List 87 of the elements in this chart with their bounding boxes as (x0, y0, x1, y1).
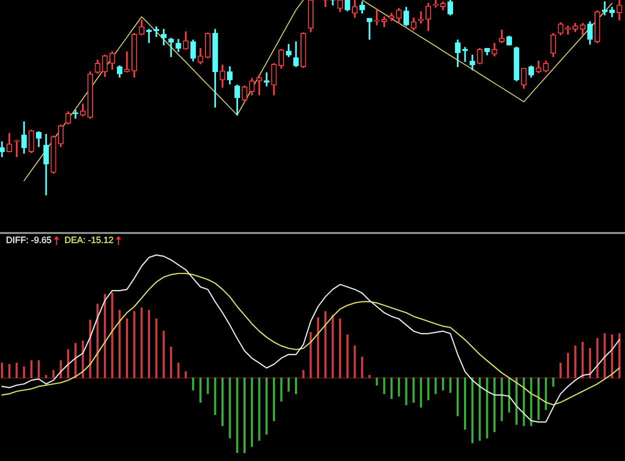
bar (486, 377, 488, 438)
bar (52, 370, 54, 378)
bar (449, 377, 452, 393)
bar (140, 307, 143, 378)
bar (192, 377, 194, 390)
candlestick (168, 38, 174, 58)
bar (30, 360, 32, 378)
bar (266, 377, 268, 435)
bar (228, 377, 231, 438)
bar (45, 375, 48, 378)
bar (288, 377, 290, 392)
bar (412, 377, 415, 403)
bar (244, 377, 246, 454)
bar (434, 377, 437, 394)
bar (361, 356, 364, 378)
bar (354, 346, 356, 378)
bar (258, 377, 260, 441)
bar (0, 362, 4, 378)
bar (376, 377, 378, 386)
bar (515, 377, 518, 425)
text: DIFF: -9.65 (6, 235, 52, 246)
bar (23, 366, 26, 378)
candlestick (418, 11, 424, 24)
bar (206, 377, 209, 394)
bar (317, 317, 320, 378)
bar (184, 371, 187, 378)
bar (133, 311, 136, 378)
bar (544, 377, 547, 410)
bar (538, 377, 540, 420)
bar (332, 314, 334, 378)
bar (574, 346, 576, 378)
bar (618, 333, 620, 378)
bar (508, 377, 510, 413)
bar (596, 338, 598, 378)
bar (427, 377, 430, 400)
bar (566, 352, 569, 378)
candlestick (462, 47, 468, 62)
bar (604, 333, 606, 378)
bar (420, 377, 422, 408)
bar (582, 342, 584, 378)
bar (405, 377, 408, 406)
bar (442, 377, 444, 390)
bar (38, 360, 40, 378)
bar (310, 332, 312, 378)
bar (118, 310, 121, 378)
bar (221, 377, 224, 426)
bar (522, 377, 525, 426)
bar (162, 330, 165, 378)
bar (339, 318, 342, 378)
bar (398, 377, 400, 397)
bar (383, 377, 386, 394)
bar (8, 364, 10, 378)
bar (67, 349, 70, 378)
bar (214, 377, 216, 415)
bar (493, 377, 496, 432)
bar (456, 377, 459, 416)
bar (324, 311, 326, 378)
bar (302, 370, 304, 378)
bar (16, 362, 18, 378)
bar (560, 362, 562, 378)
bar (368, 375, 371, 378)
bar (236, 377, 238, 454)
bar (155, 318, 158, 378)
bar (272, 377, 275, 422)
bar (250, 377, 253, 447)
bar (464, 377, 466, 430)
bar (500, 377, 503, 422)
bar (530, 377, 532, 426)
bar (104, 294, 106, 378)
bar (294, 377, 298, 394)
bar (478, 377, 481, 441)
bar (588, 348, 592, 378)
bar (346, 334, 348, 378)
bar (280, 377, 282, 402)
bar (170, 346, 172, 378)
bar (471, 377, 474, 444)
bar (199, 377, 202, 403)
text: DEA: -15.12 (64, 235, 114, 246)
bar (552, 377, 554, 387)
candlestick (124, 51, 130, 72)
bar (126, 318, 128, 378)
bar (390, 377, 393, 399)
candlestick (366, 18, 372, 40)
bar (177, 362, 180, 378)
bar (111, 292, 114, 378)
bar (148, 310, 150, 378)
candlestick (565, 26, 571, 35)
